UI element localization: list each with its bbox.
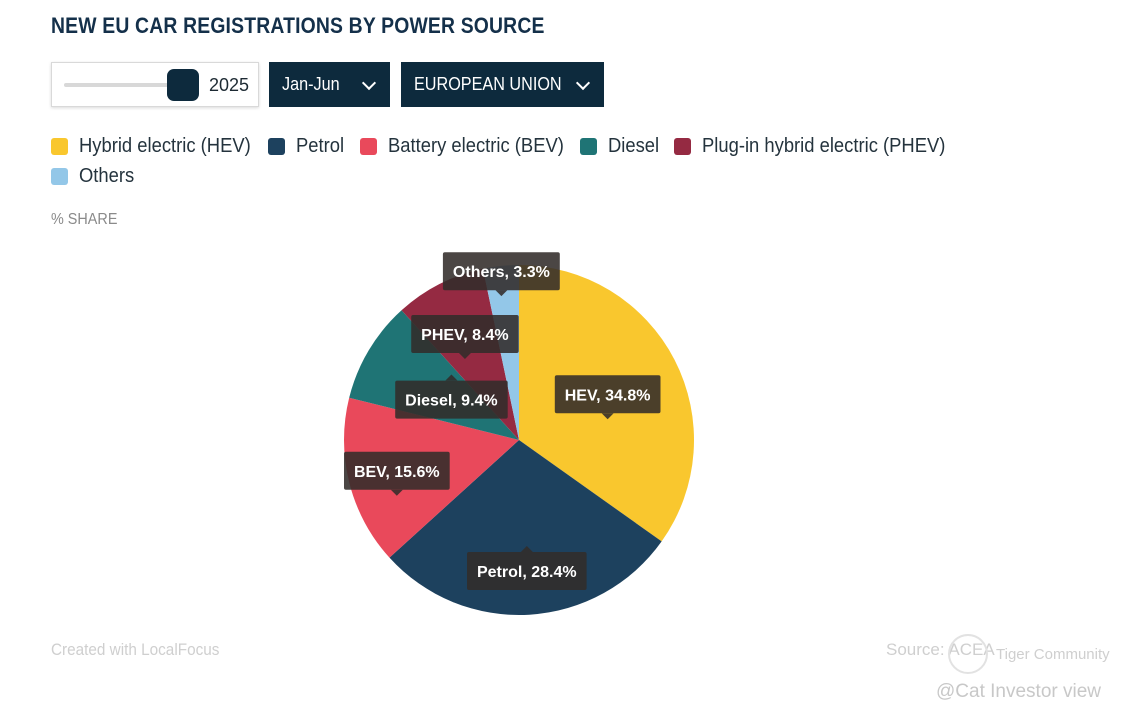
legend-item-petrol[interactable]: Petrol [268, 135, 348, 158]
legend-item-others[interactable]: Others [51, 165, 139, 188]
year-value: 2025 [209, 75, 250, 95]
unit-label: % SHARE [51, 211, 118, 228]
legend-swatch [51, 168, 68, 185]
data-label-petrol: Petrol, 28.4% [467, 546, 587, 590]
period-dropdown-label: Jan-Jun [282, 74, 340, 94]
data-label-phev: PHEV, 8.4% [411, 315, 519, 359]
region-dropdown[interactable]: EUROPEAN UNION [401, 62, 604, 107]
data-label-others: Others, 3.3% [442, 252, 560, 297]
svg-text:HEV, 34.8%: HEV, 34.8% [565, 387, 651, 404]
period-dropdown[interactable]: Jan-Jun [269, 62, 390, 107]
year-slider-thumb[interactable] [167, 69, 199, 101]
legend-swatch [360, 138, 377, 155]
legend-label: Plug-in hybrid electric (PHEV) [702, 135, 946, 157]
legend-swatch [674, 138, 691, 155]
chart-title: NEW EU CAR REGISTRATIONS BY POWER SOURCE [51, 13, 545, 38]
data-label-diesel: Diesel, 9.4% [395, 374, 508, 419]
legend-swatch [268, 138, 285, 155]
legend-label: Petrol [296, 135, 345, 157]
legend-label: Hybrid electric (HEV) [79, 135, 251, 157]
pie-slice-petrol[interactable] [389, 440, 662, 616]
svg-text:PHEV, 8.4%: PHEV, 8.4% [421, 327, 508, 344]
legend-label: Battery electric (BEV) [388, 135, 564, 157]
data-label-hev: HEV, 34.8% [554, 375, 661, 420]
legend-label: Diesel [608, 135, 660, 157]
created-with-credit[interactable]: Created with LocalFocus [51, 640, 220, 659]
legend-item-diesel[interactable]: Diesel [580, 135, 664, 158]
legend-label: Others [79, 165, 135, 187]
svg-text:Others, 3.3%: Others, 3.3% [453, 264, 550, 281]
svg-text:Diesel, 9.4%: Diesel, 9.4% [405, 393, 498, 410]
legend-swatch [51, 138, 68, 155]
legend-item-bev[interactable]: Battery electric (BEV) [360, 135, 579, 158]
svg-text:Petrol, 28.4%: Petrol, 28.4% [477, 564, 577, 581]
legend-item-hev[interactable]: Hybrid electric (HEV) [51, 135, 266, 158]
watermark-text: Tiger Community [996, 646, 1110, 663]
year-slider-track[interactable] [64, 83, 184, 87]
legend-swatch [580, 138, 597, 155]
legend-item-phev[interactable]: Plug-in hybrid electric (PHEV) [674, 135, 967, 158]
svg-text:BEV, 15.6%: BEV, 15.6% [354, 464, 440, 481]
region-dropdown-label: EUROPEAN UNION [414, 74, 562, 94]
watermark-user: @Cat Investor view [936, 681, 1102, 702]
watermark-logo-icon [948, 634, 988, 674]
data-label-bev: BEV, 15.6% [344, 451, 450, 496]
year-slider[interactable]: 2025 [51, 62, 259, 107]
